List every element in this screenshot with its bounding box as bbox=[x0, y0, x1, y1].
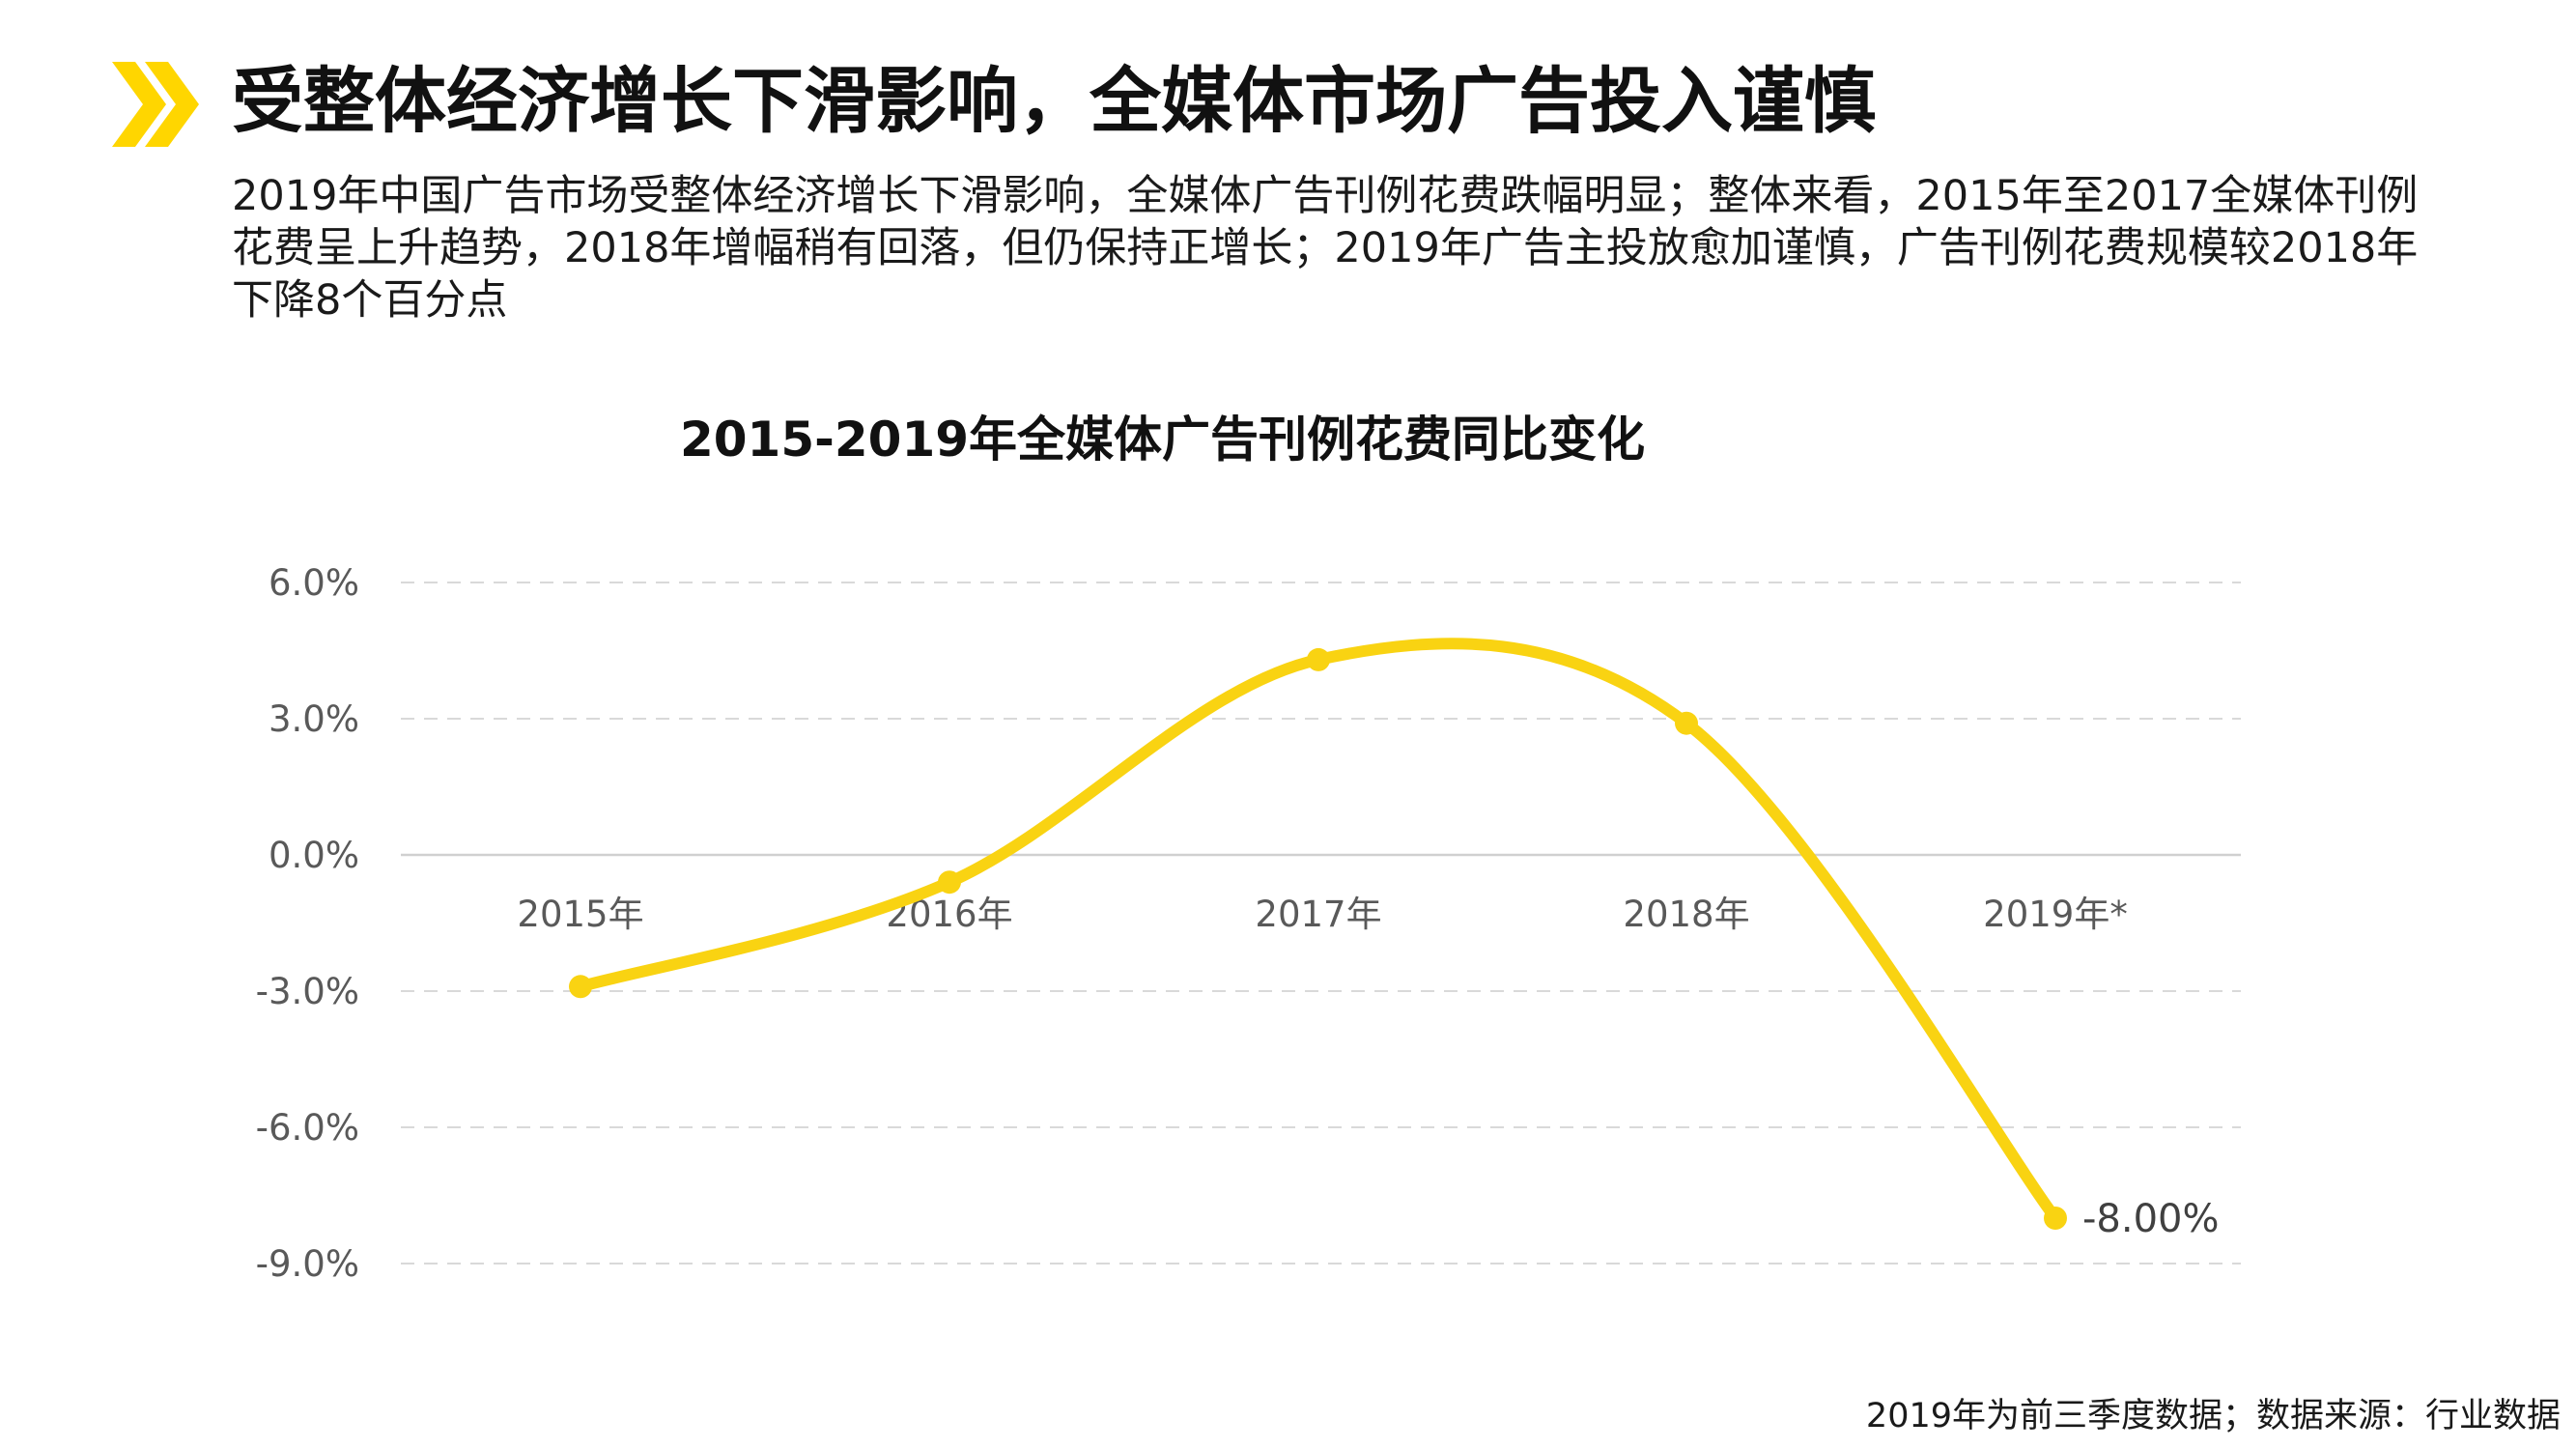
y-tick-label: -9.0% bbox=[256, 1243, 359, 1285]
x-tick-label: 2017年 bbox=[1255, 894, 1381, 935]
intro-paragraph: 2019年中国广告市场受整体经济增长下滑影响，全媒体广告刊例花费跌幅明显；整体来… bbox=[232, 172, 2419, 325]
data-point bbox=[1675, 711, 1698, 735]
data-label: -8.00% bbox=[2082, 1197, 2220, 1241]
data-point bbox=[1307, 647, 1330, 671]
data-point bbox=[938, 870, 961, 895]
y-tick-label: 0.0% bbox=[269, 835, 359, 876]
data-point bbox=[569, 975, 592, 999]
page-title: 受整体经济增长下滑影响，全媒体市场广告投入谨慎 bbox=[232, 60, 1876, 143]
y-tick-label: 3.0% bbox=[269, 698, 359, 740]
double-chevron-icon bbox=[112, 62, 199, 147]
source-note: 2019年为前三季度数据；数据来源：行业数据 bbox=[1865, 1397, 2561, 1435]
x-tick-label: 2015年 bbox=[517, 894, 643, 935]
x-tick-label: 2018年 bbox=[1623, 894, 1749, 935]
page-header: 受整体经济增长下滑影响，全媒体市场广告投入谨慎 bbox=[106, 50, 2473, 156]
x-tick-label: 2019年* bbox=[1983, 894, 2128, 935]
chart-title: 2015-2019年全媒体广告刊例花费同比变化 bbox=[679, 412, 1646, 468]
series-line bbox=[575, 638, 2061, 1224]
data-point bbox=[2044, 1207, 2067, 1230]
y-tick-label: -3.0% bbox=[256, 971, 359, 1012]
y-tick-label: 6.0% bbox=[269, 562, 359, 604]
y-tick-label: -6.0% bbox=[256, 1107, 359, 1149]
